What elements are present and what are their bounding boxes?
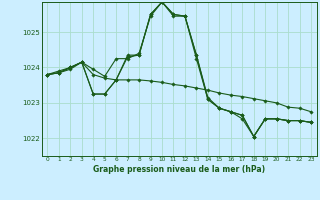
X-axis label: Graphe pression niveau de la mer (hPa): Graphe pression niveau de la mer (hPa) bbox=[93, 165, 265, 174]
